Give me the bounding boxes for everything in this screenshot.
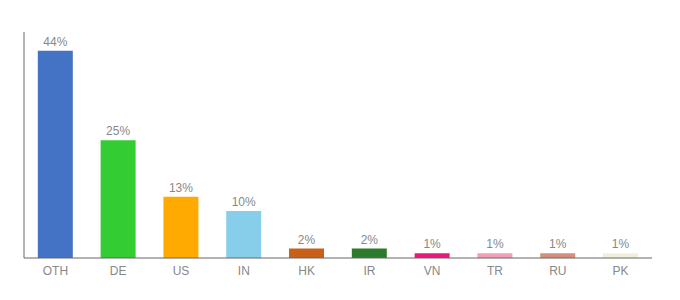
svg-text:IR: IR	[363, 264, 375, 278]
svg-text:1%: 1%	[423, 237, 441, 251]
svg-text:OTH: OTH	[43, 264, 68, 278]
svg-text:44%: 44%	[43, 35, 67, 49]
svg-text:US: US	[173, 264, 190, 278]
svg-text:HK: HK	[298, 264, 315, 278]
svg-text:1%: 1%	[612, 237, 630, 251]
svg-text:10%: 10%	[232, 195, 256, 209]
svg-text:13%: 13%	[169, 181, 193, 195]
svg-text:DE: DE	[110, 264, 127, 278]
svg-text:IN: IN	[238, 264, 250, 278]
svg-text:TR: TR	[487, 264, 503, 278]
svg-text:PK: PK	[613, 264, 629, 278]
svg-text:VN: VN	[424, 264, 441, 278]
svg-text:1%: 1%	[549, 237, 567, 251]
svg-text:RU: RU	[549, 264, 566, 278]
svg-text:2%: 2%	[298, 233, 316, 247]
svg-text:25%: 25%	[106, 124, 130, 138]
svg-text:2%: 2%	[361, 233, 379, 247]
svg-text:1%: 1%	[486, 237, 504, 251]
